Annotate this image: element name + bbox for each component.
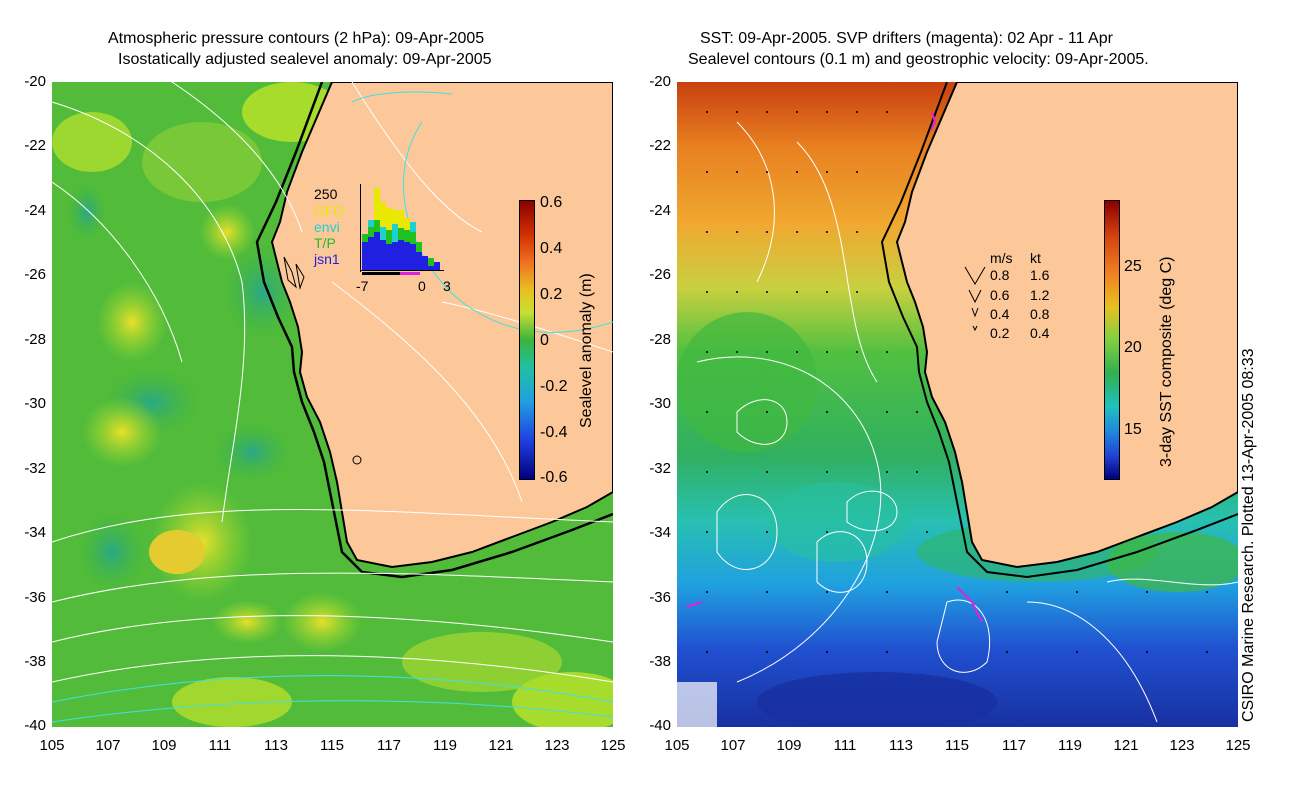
right-cbar-label: 3-day SST composite (deg C): [1158, 256, 1175, 467]
right-xtick-1: 105: [664, 737, 690, 754]
left-cbar-tick-7: -0.6: [540, 469, 568, 486]
left-ytick-6: -30: [24, 395, 46, 412]
left-ytick-1: -20: [24, 73, 46, 90]
right-ytick-1: -20: [649, 73, 671, 90]
inset-source-tp: T/P: [314, 235, 336, 251]
right-xtick-7: 117: [1002, 737, 1026, 754]
inset-source-gfo: GFO: [314, 203, 345, 219]
left-cbar-tick-1: 0.6: [540, 194, 563, 211]
left-xtick-8: 119: [433, 737, 457, 754]
right-cbar-tick-2: 20: [1124, 339, 1142, 356]
right-ytick-10: -38: [649, 653, 671, 670]
right-ytick-9: -36: [649, 589, 671, 606]
left-cbar-tick-2: 0.4: [540, 240, 563, 257]
inset-bar-group: [362, 188, 440, 270]
left-ytick-7: -32: [24, 460, 46, 477]
inset-ymax-label: 250: [314, 186, 338, 202]
left-title-line2: Isostatically adjusted sealevel anomaly:…: [118, 51, 492, 68]
right-xtick-10: 123: [1169, 737, 1195, 754]
left-cbar-tick-6: -0.4: [540, 424, 568, 441]
inset-xtick-2: 0: [418, 278, 426, 294]
credit-text: CSIRO Marine Research. Plotted 13-Apr-20…: [1240, 348, 1257, 722]
left-cbar-label: Sealevel anomaly (m): [578, 273, 595, 428]
left-xtick-3: 109: [151, 737, 177, 754]
left-colorbar: [519, 200, 535, 480]
right-ytick-4: -26: [649, 266, 671, 283]
left-ytick-9: -36: [24, 589, 46, 606]
velocity-field: [706, 111, 1208, 653]
right-map: [677, 82, 1238, 727]
right-xtick-8: 119: [1058, 737, 1082, 754]
right-xtick-11: 125: [1225, 737, 1251, 754]
right-ytick-5: -28: [649, 331, 671, 348]
right-xtick-4: 111: [833, 737, 857, 754]
left-cbar-tick-3: 0.2: [540, 286, 563, 303]
left-xtick-9: 121: [488, 737, 514, 754]
right-cbar-tick-3: 15: [1124, 421, 1142, 438]
velocity-row-1-ms: 0.8: [990, 267, 1010, 283]
left-ytick-10: -38: [24, 653, 46, 670]
altimeter-inset: 250 GFO envi T/P jsn1 -7 0 3: [306, 182, 456, 294]
left-xtick-4: 111: [208, 737, 232, 754]
right-colorbar: [1104, 200, 1120, 480]
velocity-row-4-kt: 0.4: [1030, 325, 1050, 341]
left-ytick-2: -22: [24, 137, 46, 154]
right-ytick-6: -30: [649, 395, 671, 412]
left-xtick-11: 125: [600, 737, 626, 754]
left-xtick-6: 115: [320, 737, 344, 754]
velocity-row-2-kt: 1.2: [1030, 287, 1050, 303]
inset-source-jsn1: jsn1: [314, 251, 340, 267]
left-xtick-7: 117: [377, 737, 401, 754]
left-cbar-tick-4: 0: [540, 332, 549, 349]
velocity-row-3-kt: 0.8: [1030, 306, 1050, 322]
velocity-unit-kt: kt: [1030, 250, 1041, 266]
left-xtick-5: 113: [264, 737, 288, 754]
right-ytick-3: -24: [649, 202, 671, 219]
right-ytick-7: -32: [649, 460, 671, 477]
inset-bars: [360, 184, 444, 275]
right-xtick-5: 113: [889, 737, 913, 754]
right-title-line2: Sealevel contours (0.1 m) and geostrophi…: [688, 51, 1149, 68]
velocity-unit-ms: m/s: [990, 250, 1013, 266]
velocity-row-3-ms: 0.4: [990, 306, 1010, 322]
velocity-row-1-kt: 1.6: [1030, 267, 1050, 283]
inset-xtick-1: -7: [356, 278, 369, 294]
right-xtick-9: 121: [1113, 737, 1139, 754]
left-ytick-3: -24: [24, 202, 46, 219]
right-ytick-11: -40: [649, 717, 671, 734]
left-cbar-tick-5: -0.2: [540, 378, 568, 395]
inset-source-envi: envi: [314, 219, 340, 235]
right-cbar-tick-1: 25: [1124, 258, 1142, 275]
inset-dot-row: [362, 272, 420, 275]
left-xtick-1: 105: [39, 737, 65, 754]
left-xtick-2: 107: [95, 737, 121, 754]
right-land: [895, 82, 1238, 569]
left-ytick-8: -34: [24, 524, 46, 541]
right-ytick-8: -34: [649, 524, 671, 541]
velocity-legend-arrows: [964, 266, 986, 332]
left-ytick-5: -28: [24, 331, 46, 348]
left-xtick-10: 123: [544, 737, 570, 754]
inset-xtick-3: 3: [443, 278, 451, 294]
velocity-row-4-ms: 0.2: [990, 325, 1010, 341]
right-xtick-6: 115: [945, 737, 969, 754]
right-title-line1: SST: 09-Apr-2005. SVP drifters (magenta)…: [700, 30, 1113, 47]
right-ytick-2: -22: [649, 137, 671, 154]
left-title-line1: Atmospheric pressure contours (2 hPa): 0…: [108, 30, 485, 47]
left-ytick-11: -40: [24, 717, 46, 734]
right-map-panel: [677, 82, 1238, 727]
right-xtick-2: 107: [720, 737, 746, 754]
left-ytick-4: -26: [24, 266, 46, 283]
velocity-row-2-ms: 0.6: [990, 287, 1010, 303]
right-xtick-3: 109: [776, 737, 802, 754]
